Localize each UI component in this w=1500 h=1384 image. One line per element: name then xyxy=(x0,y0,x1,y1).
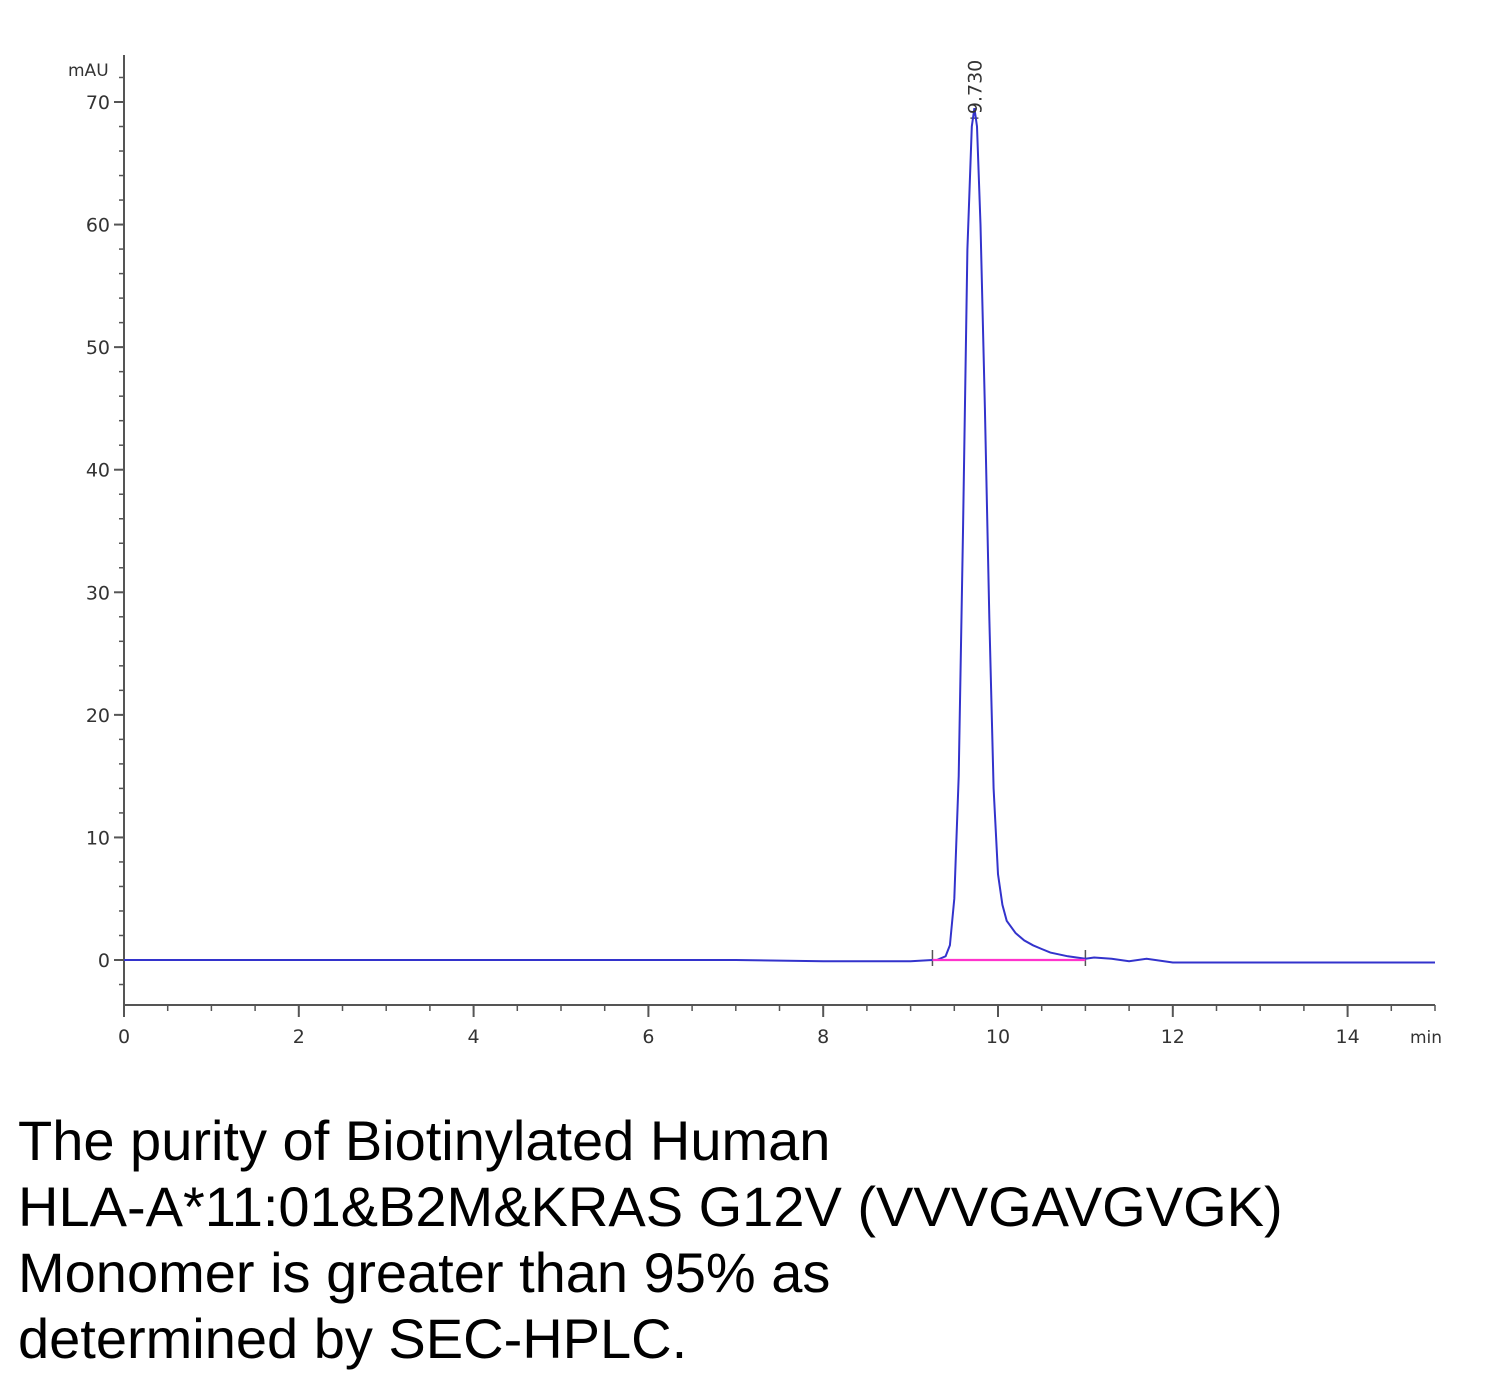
signal-trace xyxy=(124,107,1435,964)
peak-retention-label: 9.730 xyxy=(964,60,986,114)
labels-layer: 0 10 20 30 40 50 60 70 0 2 4 6 8 10 12 14 mAU min 9.730 xyxy=(68,60,1442,1048)
x-tick-label: 8 xyxy=(817,1026,829,1048)
figure-caption: The purity of Biotinylated Human HLA-A*1… xyxy=(18,1108,1488,1372)
y-tick-label: 70 xyxy=(86,92,110,114)
y-axis-unit: mAU xyxy=(68,61,109,81)
axes xyxy=(114,55,1436,1017)
caption-line-3: Monomer is greater than 95% as xyxy=(18,1241,831,1304)
series-layer xyxy=(124,107,1435,964)
y-tick-label: 40 xyxy=(86,460,110,482)
x-tick-label: 12 xyxy=(1161,1026,1185,1048)
x-tick-label: 4 xyxy=(468,1026,480,1048)
chromatogram-chart: 0 10 20 30 40 50 60 70 0 2 4 6 8 10 12 14 mAU min 9.730 xyxy=(68,55,1442,1048)
x-tick-label: 10 xyxy=(986,1026,1010,1048)
x-tick-label: 14 xyxy=(1336,1026,1360,1048)
x-axis-unit: min xyxy=(1410,1028,1442,1048)
x-tick-label: 2 xyxy=(293,1026,305,1048)
y-tick-label: 30 xyxy=(86,582,110,604)
y-tick-label: 20 xyxy=(86,705,110,727)
x-tick-label: 6 xyxy=(642,1026,654,1048)
y-tick-label: 10 xyxy=(86,827,110,849)
caption-line-4: determined by SEC-HPLC. xyxy=(18,1307,688,1370)
x-tick-label: 0 xyxy=(118,1026,130,1048)
y-tick-label: 0 xyxy=(98,950,110,972)
caption-line-1: The purity of Biotinylated Human xyxy=(18,1109,831,1172)
y-tick-label: 50 xyxy=(86,337,110,359)
caption-line-2: HLA-A*11:01&B2M&KRAS G12V (VVVGAVGVGK) xyxy=(18,1175,1283,1238)
y-tick-label: 60 xyxy=(86,215,110,237)
